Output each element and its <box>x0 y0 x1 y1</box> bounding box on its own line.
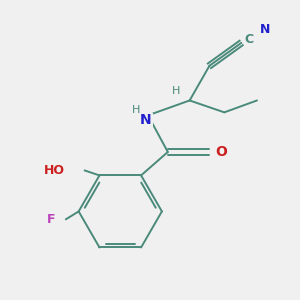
Text: F: F <box>47 213 55 226</box>
Text: N: N <box>260 22 270 36</box>
Text: N: N <box>140 113 152 127</box>
Text: H: H <box>172 85 180 96</box>
Text: C: C <box>244 32 253 46</box>
Text: H: H <box>132 105 140 116</box>
Text: O: O <box>215 145 227 159</box>
Text: HO: HO <box>44 164 65 177</box>
